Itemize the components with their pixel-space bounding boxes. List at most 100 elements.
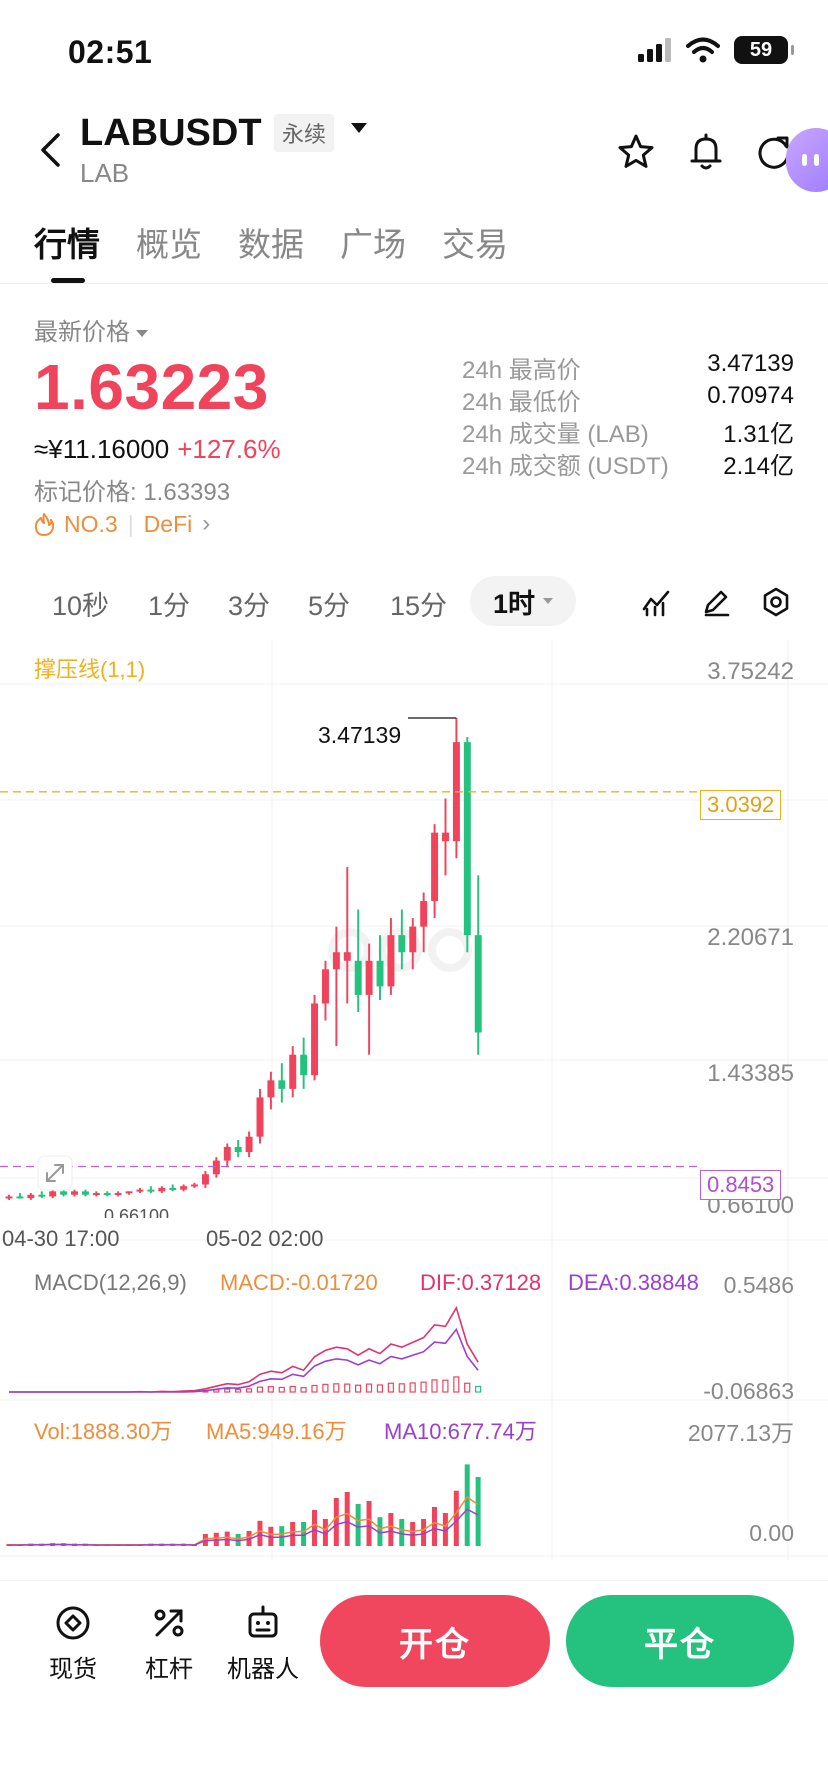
volume-ma10-line bbox=[9, 1508, 479, 1546]
interval-10s[interactable]: 10秒 bbox=[52, 591, 110, 621]
back-button[interactable] bbox=[30, 126, 70, 174]
candle-body bbox=[16, 1196, 24, 1199]
candle bbox=[289, 1046, 297, 1098]
close-position-button[interactable]: 平仓 bbox=[566, 1595, 794, 1687]
candle bbox=[212, 1157, 220, 1178]
nav-bot-label: 机器人 bbox=[227, 1656, 299, 1683]
macd-histogram-bar bbox=[464, 1382, 471, 1393]
candle-body bbox=[71, 1191, 78, 1195]
kline-chart[interactable]: 撑压线(1,1) 3.75242 2.20671 1.43385 0.66100… bbox=[0, 640, 828, 1560]
open-position-button[interactable]: 开仓 bbox=[320, 1595, 550, 1687]
stat-row-volume: 24h 成交量 (LAB) 1.31亿 bbox=[462, 414, 794, 448]
candle-body bbox=[49, 1191, 57, 1197]
flame-icon bbox=[34, 513, 54, 536]
interval-1m[interactable]: 1分 bbox=[148, 591, 191, 621]
cny-price: ≈¥11.16000 bbox=[34, 434, 170, 464]
support-price-tag: 0.8453 bbox=[700, 1170, 782, 1200]
volume-bar bbox=[377, 1517, 383, 1546]
rank-tag-row[interactable]: NO.3 | DeFi › bbox=[34, 510, 210, 538]
candle bbox=[354, 909, 362, 1013]
nav-bot[interactable]: 机器人 bbox=[218, 1603, 308, 1684]
candle bbox=[452, 717, 460, 859]
interval-15m[interactable]: 15分 bbox=[390, 591, 448, 621]
interval-3m[interactable]: 3分 bbox=[228, 591, 271, 621]
candle bbox=[191, 1182, 199, 1188]
volume-bar bbox=[431, 1507, 437, 1546]
macd-histogram-bar bbox=[278, 1386, 285, 1393]
candle bbox=[201, 1170, 209, 1188]
chart-settings-button[interactable] bbox=[756, 582, 796, 622]
latest-price-label: 最新价格 bbox=[34, 319, 130, 346]
nav-margin[interactable]: 杠杆 bbox=[124, 1603, 214, 1684]
candle-body bbox=[114, 1193, 122, 1196]
volume-bar bbox=[257, 1520, 263, 1546]
volume-ma10: MA10:677.74万 bbox=[384, 1419, 537, 1444]
candle bbox=[420, 892, 428, 953]
macd-histogram-bar bbox=[245, 1388, 253, 1393]
volume-bar bbox=[290, 1522, 296, 1546]
candle bbox=[81, 1189, 89, 1197]
macd-histogram-bar bbox=[409, 1382, 416, 1393]
stat-label: 24h 成交量 (LAB) bbox=[462, 421, 649, 448]
candle bbox=[278, 1063, 286, 1103]
candle bbox=[169, 1184, 177, 1192]
macd-histogram-bar bbox=[398, 1383, 405, 1393]
candle bbox=[398, 909, 406, 970]
stats-24h: 24h 最高价 3.47139 24h 最低价 0.70974 24h 成交量 (L… bbox=[462, 350, 794, 480]
tab-market[interactable]: 行情 bbox=[34, 226, 100, 263]
alert-button[interactable] bbox=[684, 130, 728, 174]
expand-icon[interactable] bbox=[37, 1155, 73, 1191]
nav-margin-label: 杠杆 bbox=[145, 1656, 193, 1683]
favorite-button[interactable] bbox=[614, 130, 658, 174]
candle bbox=[158, 1186, 166, 1194]
candle bbox=[27, 1193, 35, 1200]
kline-chart-canvas[interactable] bbox=[0, 640, 828, 1560]
candle-body bbox=[60, 1191, 68, 1195]
draw-tool-button[interactable] bbox=[696, 582, 736, 622]
bottom-action-bar: 现货 杠杆 机器人 开仓 平仓 bbox=[0, 1580, 828, 1700]
nav-spot[interactable]: 现货 bbox=[28, 1603, 118, 1684]
volume-bar bbox=[475, 1477, 481, 1546]
volume-bar bbox=[399, 1519, 405, 1546]
tab-data[interactable]: 数据 bbox=[238, 226, 304, 263]
bell-icon bbox=[690, 133, 722, 170]
candle bbox=[103, 1191, 111, 1197]
candle-body bbox=[191, 1184, 199, 1187]
volume-bar bbox=[322, 1519, 328, 1546]
indicator-button[interactable] bbox=[636, 582, 676, 622]
candle bbox=[431, 824, 439, 919]
pair-dropdown-icon[interactable] bbox=[350, 122, 368, 134]
candle bbox=[463, 737, 471, 953]
support-resistance-lines bbox=[0, 791, 700, 1168]
tab-overview[interactable]: 概览 bbox=[136, 226, 202, 263]
candle-body bbox=[245, 1136, 253, 1153]
candle-body bbox=[278, 1080, 286, 1089]
tab-trade[interactable]: 交易 bbox=[442, 226, 508, 263]
mark-price: 标记价格: 1.63393 bbox=[34, 479, 231, 506]
interval-1h[interactable]: 1时 bbox=[470, 576, 576, 626]
indicator-name: 撑压线(1,1) bbox=[34, 657, 146, 682]
leverage-icon bbox=[154, 1609, 184, 1637]
candle bbox=[180, 1184, 188, 1192]
rank-badge: NO.3 bbox=[64, 510, 118, 537]
x-tick-2: 05-02 02:00 bbox=[206, 1226, 324, 1251]
pair-title[interactable]: LABUSDT bbox=[80, 112, 262, 154]
candle bbox=[114, 1191, 122, 1197]
interval-5m[interactable]: 5分 bbox=[308, 591, 351, 621]
tab-square[interactable]: 广场 bbox=[340, 226, 406, 263]
gear-icon bbox=[763, 587, 789, 617]
candle bbox=[92, 1191, 100, 1197]
macd-dea: DEA:0.38848 bbox=[568, 1270, 699, 1295]
candle bbox=[365, 943, 373, 1055]
candle bbox=[311, 994, 319, 1081]
high-price-marker: 3.47139 bbox=[318, 722, 402, 748]
macd-histogram-bar bbox=[442, 1379, 449, 1393]
floating-assistant-bubble[interactable] bbox=[786, 128, 828, 192]
macd-histogram-bar bbox=[420, 1381, 427, 1393]
latest-price-selector[interactable]: 最新价格 bbox=[34, 312, 148, 347]
nav-spot-label: 现货 bbox=[49, 1656, 97, 1683]
macd-histogram-bar bbox=[267, 1386, 274, 1393]
share-button[interactable] bbox=[752, 130, 796, 174]
stat-value: 0.70974 bbox=[707, 382, 794, 409]
candle bbox=[387, 918, 395, 995]
